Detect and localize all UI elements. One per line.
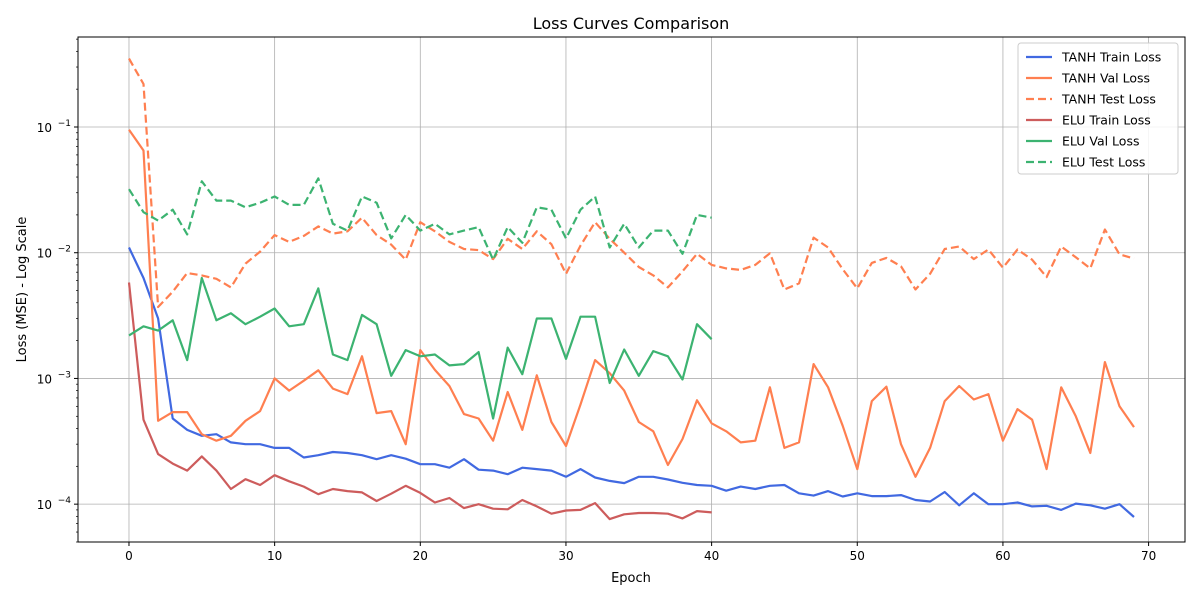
chart-title: Loss Curves Comparison [533, 14, 730, 33]
series-line-6 [128, 177, 712, 261]
x-tick-label: 10 [267, 549, 282, 563]
legend-label: TANH Train Loss [1061, 50, 1161, 65]
series-line-2 [128, 129, 1135, 478]
axes-frame [77, 36, 1186, 543]
x-tick-label: 50 [850, 549, 865, 563]
legend-label: ELU Val Loss [1062, 134, 1139, 149]
y-tick-label: 10 [37, 498, 52, 512]
legend-box [1017, 42, 1179, 175]
x-axis-ticks: 0 10 20 30 40 50 60 70 [125, 542, 1156, 563]
x-tick-label: 0 [125, 549, 133, 563]
y-tick-exponent: −1 [58, 119, 71, 129]
legend: TANH Train Loss TANH Val Loss TANH Test Lo… [1017, 42, 1179, 175]
plot-series [127, 58, 1135, 521]
y-tick-label: 10 [37, 247, 52, 261]
x-tick-label: 20 [413, 549, 428, 563]
legend-label: ELU Train Loss [1062, 113, 1151, 128]
y-axis-ticks: 10 −4 10 −3 10 −2 10 −1 [37, 38, 78, 543]
legend-label: TANH Test Loss [1061, 92, 1156, 107]
legend-label: ELU Test Loss [1062, 155, 1145, 170]
y-axis-label: Loss (MSE) - Log Scale [15, 217, 30, 363]
series-line-4 [127, 282, 712, 521]
x-tick-label: 60 [995, 549, 1010, 563]
legend-label: TANH Val Loss [1061, 71, 1150, 86]
series-line-5 [128, 276, 713, 420]
x-tick-label: 30 [558, 549, 573, 563]
series-line-3 [128, 58, 1135, 309]
y-tick-label: 10 [37, 372, 52, 386]
x-axis-label: Epoch [611, 571, 651, 586]
x-tick-label: 40 [704, 549, 719, 563]
y-tick-exponent: −4 [58, 496, 72, 506]
series-line-1 [128, 247, 1135, 518]
x-tick-label: 70 [1141, 549, 1156, 563]
y-tick-exponent: −2 [58, 245, 71, 255]
y-tick-label: 10 [37, 121, 52, 135]
y-tick-exponent: −3 [58, 370, 71, 380]
